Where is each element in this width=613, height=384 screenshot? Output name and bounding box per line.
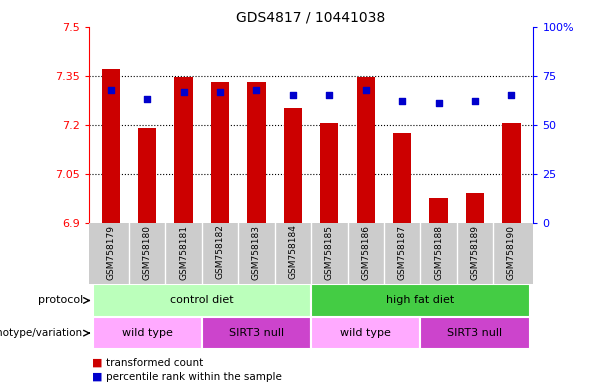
Text: ■: ■	[92, 372, 102, 382]
Text: GSM758180: GSM758180	[143, 225, 151, 280]
Bar	[430, 198, 447, 223]
Bar	[311, 317, 421, 349]
Bar	[320, 123, 338, 223]
Text: GSM758187: GSM758187	[398, 225, 406, 280]
Text: GSM758183: GSM758183	[252, 225, 261, 280]
Text: high fat diet: high fat diet	[386, 295, 454, 306]
Text: SIRT3 null: SIRT3 null	[447, 328, 503, 338]
Text: wild type: wild type	[122, 328, 173, 338]
Bar	[93, 284, 311, 317]
Bar	[175, 78, 192, 223]
Text: GSM758188: GSM758188	[434, 225, 443, 280]
Bar	[421, 317, 530, 349]
Point	[470, 98, 480, 104]
Bar	[311, 284, 530, 317]
Bar	[284, 108, 302, 223]
Point	[397, 98, 407, 104]
Bar	[202, 317, 311, 349]
Bar	[502, 123, 520, 223]
Point	[251, 86, 261, 93]
Point	[361, 86, 371, 93]
Text: GSM758181: GSM758181	[179, 225, 188, 280]
Text: GSM758190: GSM758190	[507, 225, 516, 280]
Text: GSM758185: GSM758185	[325, 225, 334, 280]
Text: GSM758186: GSM758186	[361, 225, 370, 280]
Point	[179, 88, 189, 94]
Point	[324, 92, 334, 98]
Point	[288, 92, 298, 98]
Point	[433, 100, 443, 106]
Text: GSM758189: GSM758189	[471, 225, 479, 280]
Point	[215, 88, 225, 94]
Bar	[466, 193, 484, 223]
Text: genotype/variation: genotype/variation	[0, 328, 83, 338]
Bar	[393, 133, 411, 223]
Bar	[211, 82, 229, 223]
Point	[106, 86, 116, 93]
Bar	[248, 82, 265, 223]
Text: control diet: control diet	[170, 295, 234, 306]
Bar	[93, 317, 202, 349]
Text: GSM758182: GSM758182	[216, 225, 224, 280]
Text: transformed count: transformed count	[106, 358, 204, 368]
Point	[506, 92, 516, 98]
Bar	[138, 128, 156, 223]
Text: GSM758184: GSM758184	[288, 225, 297, 280]
Text: GSM758179: GSM758179	[106, 225, 115, 280]
Text: protocol: protocol	[37, 295, 83, 306]
Text: percentile rank within the sample: percentile rank within the sample	[106, 372, 282, 382]
Title: GDS4817 / 10441038: GDS4817 / 10441038	[237, 10, 386, 24]
Point	[142, 96, 152, 103]
Text: wild type: wild type	[340, 328, 391, 338]
Bar	[357, 78, 375, 223]
Text: ■: ■	[92, 358, 102, 368]
Text: SIRT3 null: SIRT3 null	[229, 328, 284, 338]
Bar	[102, 69, 120, 223]
